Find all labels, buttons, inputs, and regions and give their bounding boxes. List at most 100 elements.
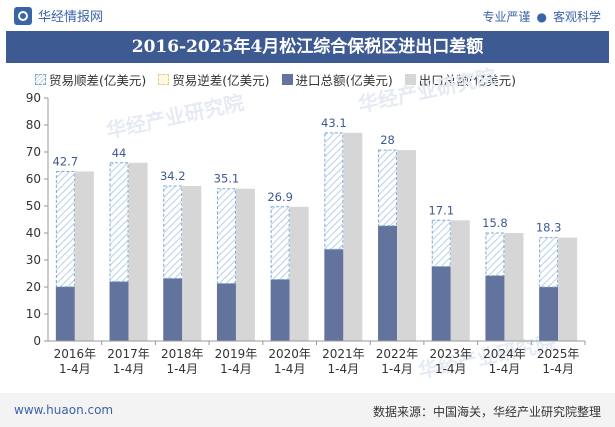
x-tick-label: 2023年 1-4月 <box>429 347 472 376</box>
surplus-bar <box>378 149 398 227</box>
x-tick-label-line: 1-4月 <box>381 362 413 376</box>
y-tick-label: 80 <box>26 118 41 132</box>
chart-legend: 贸易顺差(亿美元) 贸易逆差(亿美元) 进口总额(亿美元) 出口总额(亿美元) <box>35 70 528 89</box>
x-tick-label-line: 1-4月 <box>166 362 198 376</box>
export-bar <box>504 233 524 341</box>
export-bar <box>450 220 470 341</box>
x-tick-label-line: 1-4月 <box>59 362 91 376</box>
export-bar <box>182 186 202 341</box>
surplus-data-label: 42.7 <box>53 154 79 168</box>
surplus-data-label: 18.3 <box>536 221 562 235</box>
x-tick-label-line: 2023年 <box>429 347 472 361</box>
surplus-data-label: 26.9 <box>267 190 293 204</box>
surplus-bar <box>485 232 505 277</box>
legend-label-export: 出口总额(亿美元) <box>418 73 517 88</box>
y-tick-label: 10 <box>26 307 41 321</box>
surplus-data-label: 35.1 <box>214 172 240 186</box>
x-tick-label: 2022年 1-4月 <box>376 347 419 376</box>
x-tick-label: 2018年 1-4月 <box>161 347 204 376</box>
x-tick-label-line: 2020年 <box>268 347 311 361</box>
x-tick-label-line: 1-4月 <box>435 362 467 376</box>
surplus-data-label: 17.1 <box>428 203 454 217</box>
x-tick-label-line: 1-4月 <box>489 362 521 376</box>
legend-item-surplus: 贸易顺差(亿美元) <box>35 70 146 89</box>
import-bar <box>109 281 129 341</box>
import-bar <box>539 287 559 341</box>
footer: www.huaon.com 数据来源：中国海关，华经产业研究院整理 <box>0 393 615 427</box>
import-bar <box>431 266 451 341</box>
x-tick-label-line: 2019年 <box>215 347 258 361</box>
watermark-text-1: 华经产业研究院 <box>104 90 246 143</box>
y-axis: 0 10 20 30 40 50 60 70 80 90 <box>26 91 49 348</box>
x-tick-label-line: 1-4月 <box>220 362 252 376</box>
legend-label-deficit: 贸易逆差(亿美元) <box>172 73 270 88</box>
import-bar <box>55 286 75 341</box>
chart-title: 2016-2025年4月松江综合保税区进出口差额 <box>131 37 484 57</box>
top-bar: 华经情报网 专业严谨 ● 客观科学 <box>0 0 615 30</box>
tagline-left: 专业严谨 <box>482 10 531 24</box>
legend-swatch-export <box>404 74 416 85</box>
footer-website[interactable]: www.huaon.com <box>14 403 114 417</box>
import-bar <box>163 278 183 341</box>
surplus-bar <box>431 219 451 267</box>
legend-label-surplus: 贸易顺差(亿美元) <box>49 73 147 88</box>
surplus-data-label: 28 <box>380 133 395 147</box>
x-tick-label-line: 2016年 <box>54 347 97 361</box>
import-bar <box>378 225 398 341</box>
legend-swatch-import <box>281 74 293 85</box>
export-bar <box>74 171 94 341</box>
brand-name: 华经情报网 <box>38 10 104 25</box>
surplus-bar <box>163 185 183 279</box>
legend-item-deficit: 贸易逆差(亿美元) <box>158 70 270 89</box>
x-tick-label: 2017年 1-4月 <box>107 347 150 376</box>
x-tick-label-line: 2022年 <box>376 347 419 361</box>
legend-swatch-deficit <box>158 74 170 85</box>
bars-group: 42.7 44 34.2 35.1 26.9 43.1 28 17.1 15.8 18.3 <box>53 116 578 341</box>
import-bar <box>485 275 505 341</box>
x-tick-label-line: 2018年 <box>161 347 204 361</box>
x-tick-label-line: 2017年 <box>107 347 150 361</box>
x-tick-label-line: 1-4月 <box>113 362 145 376</box>
x-tick-label-line: 1-4月 <box>542 362 574 376</box>
y-tick-label: 0 <box>33 334 41 348</box>
export-bar <box>343 132 363 341</box>
y-tick-label: 40 <box>26 226 41 240</box>
huajing-logo-icon <box>14 6 32 25</box>
import-bar <box>216 283 236 341</box>
legend-item-export: 出口总额(亿美元) <box>404 70 517 89</box>
tagline: 专业严谨 ● 客观科学 <box>482 8 601 25</box>
tagline-separator: ● <box>536 10 547 24</box>
y-tick-label: 50 <box>26 199 41 213</box>
x-tick-label-line: 1-4月 <box>328 362 360 376</box>
watermark-text-2: 华经产业研究院 <box>356 64 498 117</box>
footer-source: 数据来源：中国海关，华经产业研究院整理 <box>372 405 601 419</box>
x-tick-label: 2020年 1-4月 <box>268 347 311 376</box>
export-bar <box>128 162 148 341</box>
surplus-data-label: 15.8 <box>482 216 508 230</box>
y-tick-label: 60 <box>26 172 41 186</box>
x-tick-label-line: 1-4月 <box>274 362 306 376</box>
surplus-bar <box>270 206 290 280</box>
y-tick-label: 90 <box>26 91 41 105</box>
y-tick-label: 20 <box>26 280 41 294</box>
export-bar <box>558 237 578 341</box>
tagline-right: 客观科学 <box>552 10 601 24</box>
y-tick-label: 30 <box>26 253 41 267</box>
surplus-data-label: 44 <box>112 146 127 160</box>
bar-chart: 华经产业研究院 华经产业研究院 华经产业研究院 0102030405060708… <box>26 64 586 383</box>
brand: 华经情报网 <box>14 6 103 25</box>
y-tick-label: 70 <box>26 145 41 159</box>
x-tick-label-line: 2021年 <box>322 347 365 361</box>
surplus-bar <box>216 188 236 284</box>
import-bar <box>270 279 290 341</box>
x-tick-label: 2021年 1-4月 <box>322 347 365 376</box>
x-tick-label-line: 2024年 <box>483 347 526 361</box>
surplus-data-label: 34.2 <box>160 169 186 183</box>
x-tick-label: 2019年 1-4月 <box>215 347 258 376</box>
x-tick-label: 2024年 1-4月 <box>483 347 526 376</box>
title-bar: 2016-2025年4月松江综合保税区进出口差额 <box>6 31 609 63</box>
x-tick-label: 2025年 1-4月 <box>537 347 580 376</box>
legend-item-import: 进口总额(亿美元) <box>281 70 393 89</box>
surplus-bar <box>539 237 559 288</box>
